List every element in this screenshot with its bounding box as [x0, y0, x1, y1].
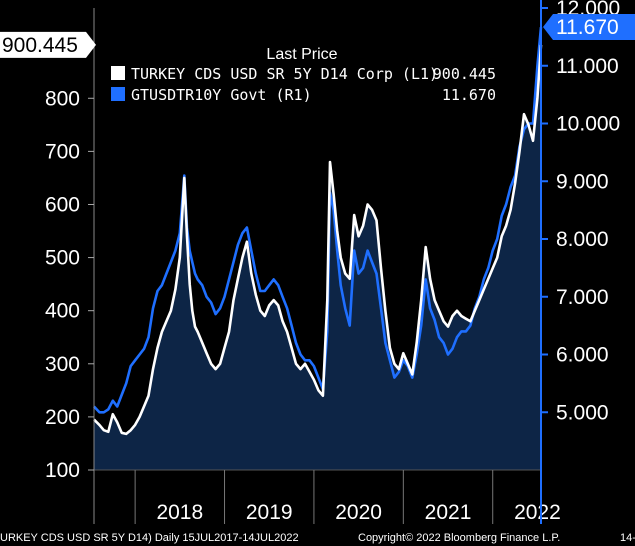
x-axis: 2018 2019 2020 2021 2022 [94, 469, 561, 524]
right-tick-label: 5.000 [556, 401, 609, 424]
right-tick-label: 7.000 [556, 286, 609, 309]
x-tick-label: 2020 [335, 501, 382, 524]
legend-value-bond: 11.670 [442, 86, 496, 104]
right-badge-shape [543, 14, 635, 41]
footer: URKEY CDS USD SR 5Y D14) Daily 15JUL2017… [0, 532, 635, 544]
left-badge-shape [0, 31, 96, 58]
series-line-turkey-cds [93, 44, 543, 436]
cds-area-fill [94, 44, 541, 471]
series-line-gtusdtr10y [93, 26, 543, 414]
legend-value-cds: 900.445 [433, 65, 496, 83]
plot-area [93, 26, 543, 471]
legend: Last Price TURKEY CDS USD SR 5Y D14 Corp… [100, 40, 502, 112]
legend-swatch-bond [111, 87, 125, 101]
footer-left: URKEY CDS USD SR 5Y D14) Daily 15JUL2017… [0, 532, 299, 544]
legend-swatch-cds [111, 66, 125, 80]
right-tick-label: 11.000 [556, 55, 619, 78]
left-tick-label: 300 [45, 353, 80, 376]
left-tick-label: 400 [45, 300, 80, 323]
right-badge-text: 11.670 [556, 16, 619, 39]
legend-title: Last Price [266, 46, 337, 63]
x-tick-label: 2022 [514, 501, 561, 524]
footer-copyright: Copyright© 2022 Bloomberg Finance L.P. [358, 532, 560, 544]
footer-right: 14- [620, 532, 635, 544]
x-tick-label: 2019 [246, 501, 293, 524]
legend-box [100, 40, 502, 112]
left-axis: 100 200 300 400 500 600 700 800 [45, 8, 95, 524]
legend-label-cds: TURKEY CDS USD SR 5Y D14 Corp (L1) [131, 65, 438, 83]
left-tick-label: 800 [45, 87, 80, 110]
left-badge-text: 900.445 [2, 34, 78, 57]
right-tick-label: 8.000 [556, 228, 609, 251]
left-tick-label: 100 [45, 459, 80, 482]
right-tick-label: 6.000 [556, 344, 609, 367]
left-tick-label: 600 [45, 193, 80, 216]
right-last-value-badge: 11.670 [543, 14, 635, 41]
legend-label-bond: GTUSDTR10Y Govt (R1) [131, 86, 312, 104]
x-tick-label: 2021 [425, 501, 472, 524]
right-tick-label: 10.000 [556, 113, 620, 136]
left-tick-label: 200 [45, 406, 80, 429]
left-last-value-badge: 900.445 [0, 31, 96, 58]
right-tick-label: 9.000 [556, 170, 609, 193]
left-tick-label: 500 [45, 247, 80, 270]
left-tick-label: 700 [45, 140, 80, 163]
x-tick-label: 2018 [156, 501, 203, 524]
